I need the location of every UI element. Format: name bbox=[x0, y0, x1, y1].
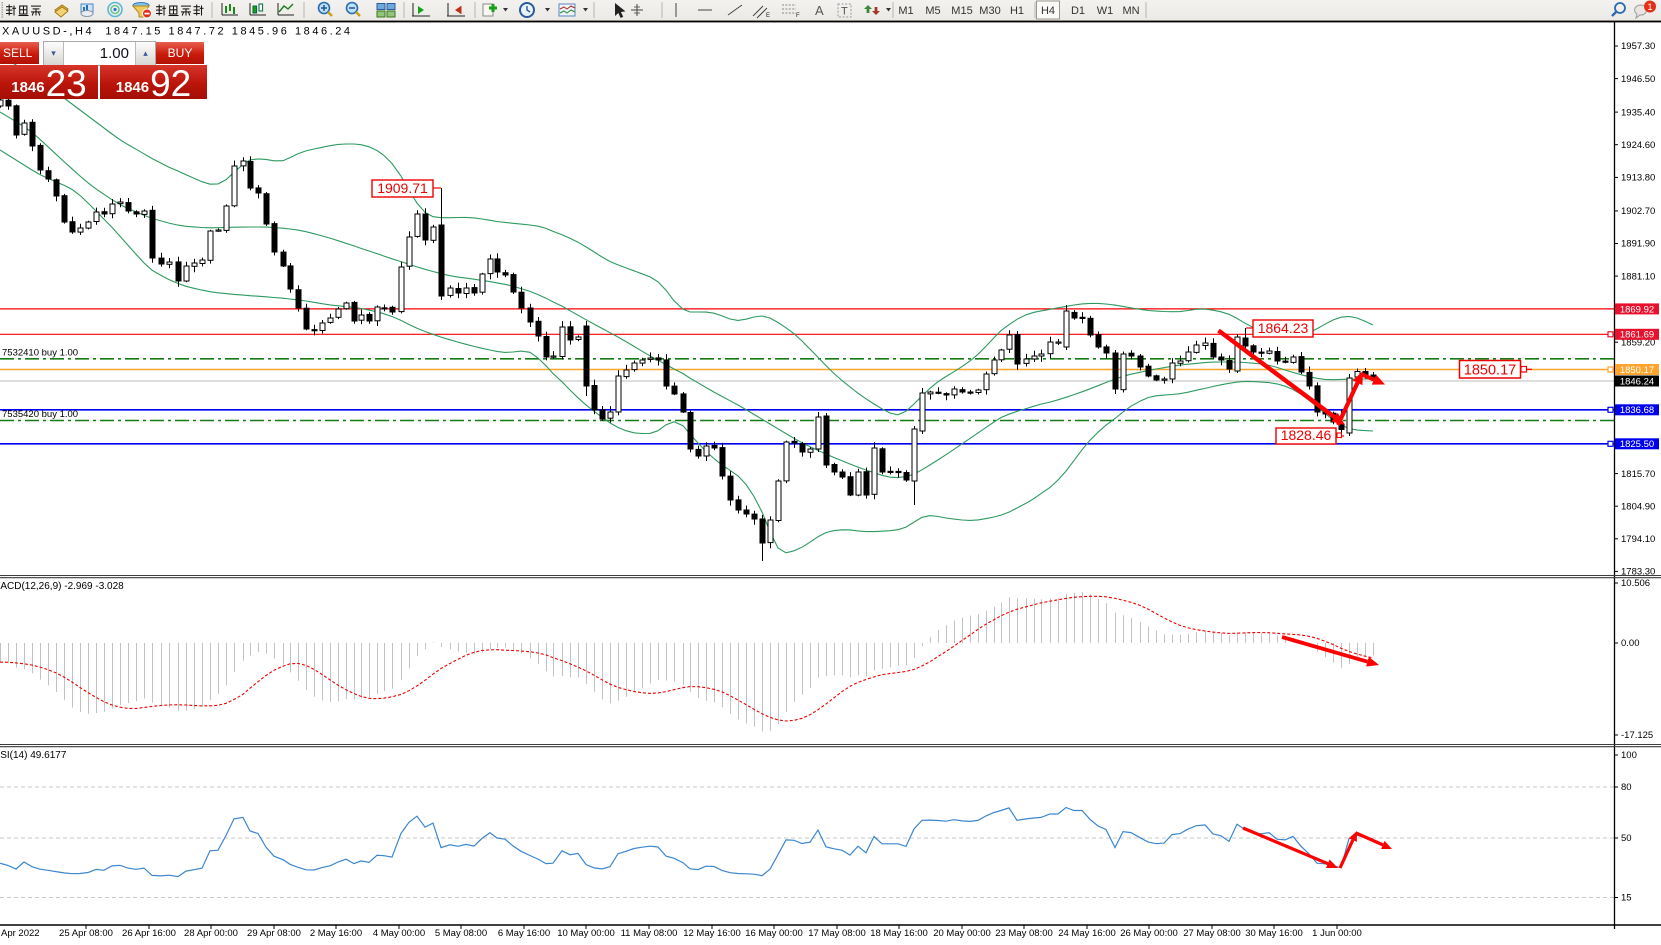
svg-text:1815.70: 1815.70 bbox=[1621, 469, 1655, 480]
svg-text:A: A bbox=[815, 3, 824, 18]
svg-text:23 May 08:00: 23 May 08:00 bbox=[995, 928, 1053, 939]
svg-text:17 May 08:00: 17 May 08:00 bbox=[808, 928, 866, 939]
svg-text:100: 100 bbox=[1621, 750, 1637, 761]
svg-text:1794.10: 1794.10 bbox=[1621, 534, 1655, 545]
svg-text:D1: D1 bbox=[1071, 5, 1085, 17]
svg-text:XAUUSD-,H4 1847.15 1847.72 18: XAUUSD-,H4 1847.15 1847.72 1845.96 1846.… bbox=[2, 26, 353, 38]
svg-text:1902.70: 1902.70 bbox=[1621, 206, 1655, 217]
svg-text:1924.60: 1924.60 bbox=[1621, 140, 1655, 151]
svg-text:26 Apr 16:00: 26 Apr 16:00 bbox=[122, 928, 176, 939]
svg-text:80: 80 bbox=[1621, 782, 1632, 793]
svg-text:1935.40: 1935.40 bbox=[1621, 107, 1655, 118]
svg-text:M30: M30 bbox=[979, 5, 1000, 17]
svg-text:18 May 16:00: 18 May 16:00 bbox=[870, 928, 928, 939]
svg-text:T: T bbox=[841, 6, 848, 18]
svg-text:15: 15 bbox=[1621, 893, 1632, 904]
svg-text:1957.30: 1957.30 bbox=[1621, 41, 1655, 52]
svg-text:MN: MN bbox=[1122, 5, 1139, 17]
svg-text:1: 1 bbox=[1647, 2, 1652, 12]
svg-text:7535420 buy 1.00: 7535420 buy 1.00 bbox=[2, 409, 78, 420]
svg-text:1850.17: 1850.17 bbox=[1620, 365, 1654, 376]
svg-text:26 May 00:00: 26 May 00:00 bbox=[1120, 928, 1178, 939]
svg-text:16 May 00:00: 16 May 00:00 bbox=[745, 928, 803, 939]
svg-text:50: 50 bbox=[1621, 833, 1632, 844]
svg-text:M15: M15 bbox=[951, 5, 972, 17]
svg-text:MACD(12,26,9) -2.969 -3.028: MACD(12,26,9) -2.969 -3.028 bbox=[0, 581, 124, 592]
svg-text:11 May 08:00: 11 May 08:00 bbox=[621, 928, 678, 939]
svg-text:1864.23: 1864.23 bbox=[1258, 320, 1309, 336]
svg-text:5 May 08:00: 5 May 08:00 bbox=[435, 928, 487, 939]
svg-text:1850.17: 1850.17 bbox=[1464, 363, 1516, 379]
svg-text:6 May 16:00: 6 May 16:00 bbox=[498, 928, 550, 939]
svg-text:H1: H1 bbox=[1010, 5, 1024, 17]
svg-text:W1: W1 bbox=[1097, 5, 1114, 17]
svg-text:1913.80: 1913.80 bbox=[1621, 173, 1655, 184]
svg-text:1946.50: 1946.50 bbox=[1621, 74, 1655, 85]
svg-text:7532410 buy 1.00: 7532410 buy 1.00 bbox=[2, 348, 78, 359]
svg-text:1891.90: 1891.90 bbox=[1621, 239, 1655, 250]
svg-text:1804.90: 1804.90 bbox=[1621, 501, 1655, 512]
svg-text:1869.92: 1869.92 bbox=[1620, 304, 1654, 315]
svg-text:2 May 16:00: 2 May 16:00 bbox=[310, 928, 362, 939]
svg-text:29 Apr 08:00: 29 Apr 08:00 bbox=[247, 928, 301, 939]
svg-text:Apr 2022: Apr 2022 bbox=[1, 928, 40, 939]
svg-text:25 Apr 08:00: 25 Apr 08:00 bbox=[59, 928, 113, 939]
svg-text:-17.125: -17.125 bbox=[1621, 730, 1653, 741]
svg-text:H4: H4 bbox=[1041, 5, 1055, 17]
svg-text:1859.20: 1859.20 bbox=[1621, 337, 1655, 348]
svg-text:M5: M5 bbox=[925, 5, 940, 17]
svg-text:1 Jun 00:00: 1 Jun 00:00 bbox=[1312, 928, 1362, 939]
svg-text:30 May 16:00: 30 May 16:00 bbox=[1245, 928, 1303, 939]
svg-text:1836.68: 1836.68 bbox=[1620, 405, 1654, 416]
svg-text:1783.30: 1783.30 bbox=[1621, 567, 1655, 578]
svg-text:RSI(14) 49.6177: RSI(14) 49.6177 bbox=[0, 750, 67, 761]
svg-text:0.00: 0.00 bbox=[1621, 638, 1640, 649]
svg-text:10 May 00:00: 10 May 00:00 bbox=[557, 928, 615, 939]
svg-text:1828.46: 1828.46 bbox=[1281, 427, 1332, 443]
svg-text:28 Apr 00:00: 28 Apr 00:00 bbox=[184, 928, 238, 939]
svg-text:12 May 16:00: 12 May 16:00 bbox=[683, 928, 741, 939]
svg-text:1909.71: 1909.71 bbox=[377, 180, 428, 196]
svg-text:1846.24: 1846.24 bbox=[1620, 376, 1654, 387]
svg-text:24 May 16:00: 24 May 16:00 bbox=[1058, 928, 1116, 939]
svg-text:F: F bbox=[796, 13, 800, 19]
svg-text:1861.69: 1861.69 bbox=[1620, 330, 1654, 341]
svg-text:M1: M1 bbox=[898, 5, 913, 17]
svg-text:E: E bbox=[766, 13, 770, 19]
svg-text:1881.10: 1881.10 bbox=[1621, 271, 1655, 282]
svg-text:20 May 00:00: 20 May 00:00 bbox=[933, 928, 991, 939]
svg-text:1825.50: 1825.50 bbox=[1620, 439, 1654, 450]
svg-text:4 May 00:00: 4 May 00:00 bbox=[373, 928, 425, 939]
svg-text:10.506: 10.506 bbox=[1621, 578, 1650, 589]
svg-text:27 May 08:00: 27 May 08:00 bbox=[1183, 928, 1241, 939]
